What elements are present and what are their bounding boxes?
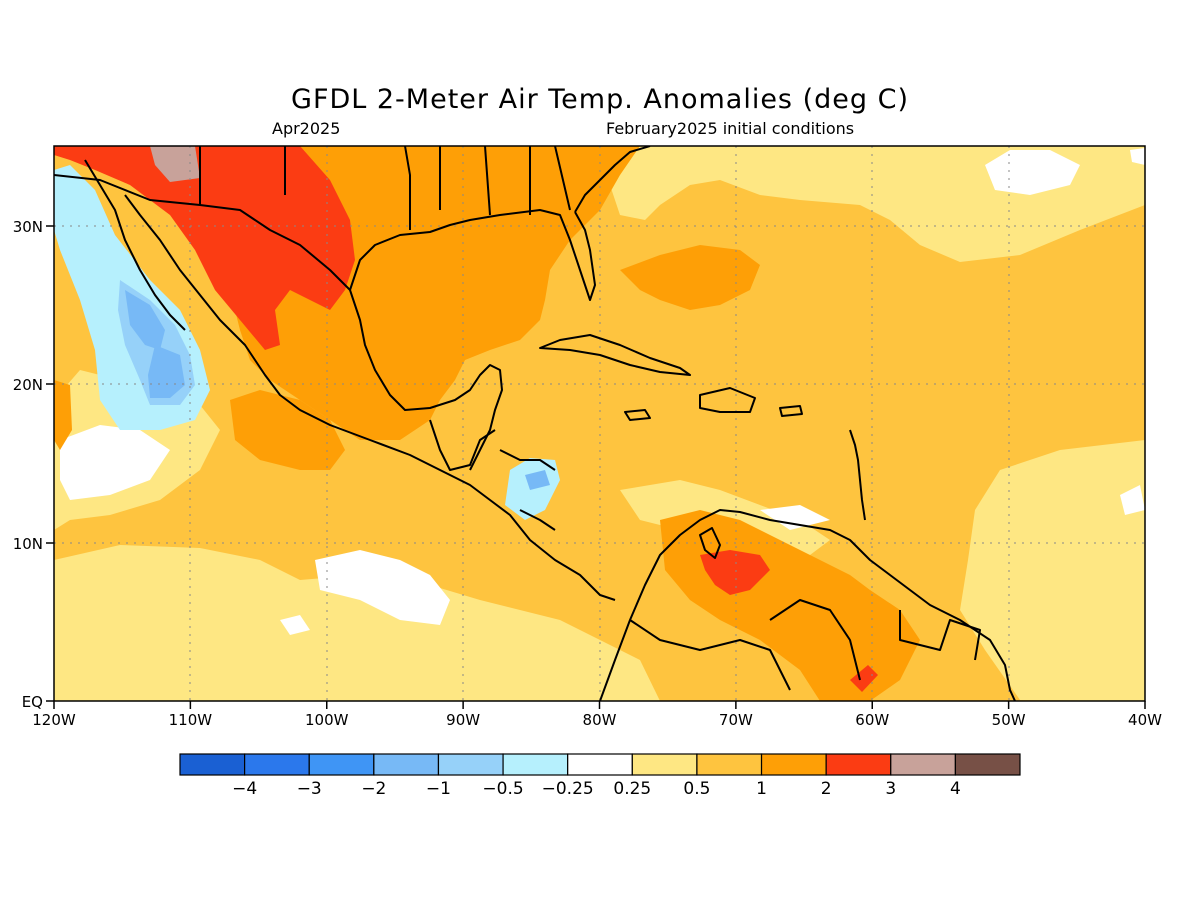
lon-tick-label: 90W [446,711,480,729]
field-pale-east-atlantic [960,440,1145,701]
colorbar-swatch [825,753,892,776]
field-white-atlantic-ne [985,150,1080,195]
lon-tick-label: 110W [169,711,213,729]
coast-mexico-east [349,289,503,471]
valid-month-label: Apr2025 [272,119,341,138]
colorbar-label: −4 [232,779,257,799]
coast-jamaica [624,409,651,421]
border-us-mexico [54,174,351,291]
field-pale-pacific-south [54,545,660,701]
lon-tick-label: 70W [719,711,753,729]
lon-tick-label: 60W [855,711,889,729]
coast-cuba [539,334,691,376]
field-white-pacific-2 [315,550,450,625]
colorbar-swatch [308,753,375,776]
field-white-atlantic-e [1120,485,1145,515]
coastlines [54,146,1016,701]
field-pinkbrown-arizona [150,146,200,182]
coast-hispaniola [699,387,756,413]
field-red-guyana [850,665,878,692]
field-midblue-baja2 [148,345,185,398]
lon-tick-label: 100W [305,711,349,729]
border-south-america [629,599,981,691]
field-orange-atlantic-coast [620,245,760,310]
colorbar-swatch [437,753,504,776]
lat-tick-label: 30N [13,218,43,236]
colorbar-swatch [631,753,698,776]
coast-atlantic-us [574,146,651,213]
colorbar-swatch [244,753,310,776]
lon-tick-label: 40W [1128,711,1162,729]
map-gridlines [54,146,1145,701]
lon-tick-label: 50W [992,711,1026,729]
colorbar-label: 1 [756,779,767,799]
colorbar-label: −0.25 [542,779,594,799]
field-red-mexico [54,146,355,350]
colorbar-swatch [502,753,569,776]
colorbar-swatch [567,753,633,776]
lat-tick-label: EQ [22,693,43,711]
field-white-carib-coast [760,505,830,530]
colorbar-swatch [373,753,440,776]
colorbar-swatch [696,753,763,776]
coast-lake-maracaibo [699,527,721,559]
colorbar-label: 0.5 [683,779,710,799]
colorbar-label: −3 [297,779,322,799]
colorbar-swatch [760,753,827,776]
colorbar-label: −2 [361,779,386,799]
field-midblue-baja [125,290,165,350]
colorbar-label: 2 [821,779,832,799]
colorbar-label: −1 [426,779,451,799]
lon-tick-label: 80W [583,711,617,729]
colorbar-swatch [890,753,956,776]
colorbar-label: 4 [950,779,961,799]
lon-tick-label: 120W [32,711,76,729]
longitude-ticks: 120W 110W 100W 90W 80W 70W 60W 50W 40W [32,701,1162,729]
map-title: GFDL 2-Meter Air Temp. Anomalies (deg C) [291,84,909,115]
colorbar-label: 3 [885,779,896,799]
field-white-pacific [60,425,170,500]
coast-baja-pacific [84,159,186,331]
colorbar: −4 −3 −2 −1 −0.5 −0.25 0.25 0.5 1 2 3 4 [179,753,1021,799]
coast-puerto-rico [779,405,803,417]
border-us-states [199,146,571,230]
lat-tick-label: 20N [13,376,43,394]
field-blue-honduras [525,470,550,490]
coast-mexico-gulf [349,209,596,301]
colorbar-swatch [179,753,246,776]
border-central-america [429,419,556,531]
lat-tick-label: 10N [13,535,43,553]
coast-gulf-california [124,194,616,601]
latitude-ticks: 30N 20N 10N EQ [13,218,54,711]
coast-lesser-antilles [849,429,866,521]
field-white-pacific-3 [280,615,310,635]
coast-south-america [599,509,1016,701]
field-red-venezuela [700,550,770,595]
anomaly-field [54,146,1145,701]
init-conditions-label: February2025 initial conditions [606,119,855,138]
colorbar-swatch [954,753,1021,776]
colorbar-label: −0.5 [482,779,523,799]
field-orange-pacific-mexico [230,390,345,470]
field-white-atlantic-ne2 [1130,148,1145,165]
field-orange-pacific-2 [54,380,72,450]
colorbar-label: 0.25 [613,779,651,799]
